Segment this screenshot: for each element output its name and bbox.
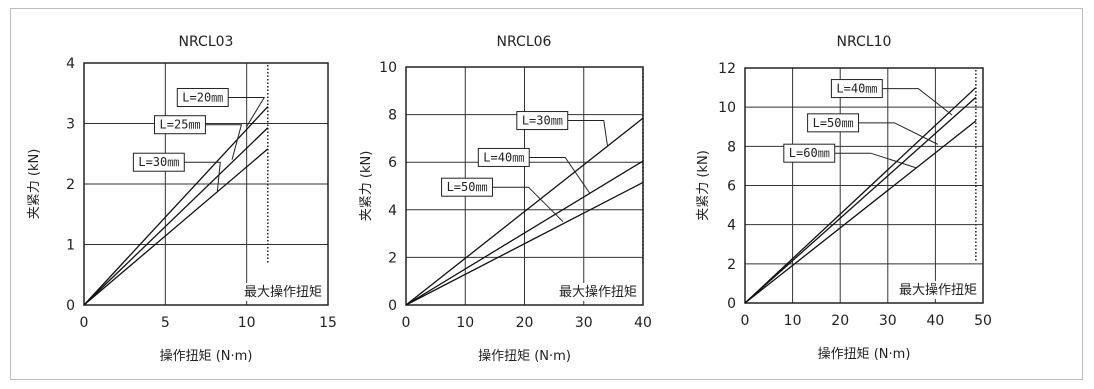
- chart-title: NRCL06: [497, 34, 552, 50]
- chart-title: NRCL03: [179, 34, 234, 50]
- series-leader: [184, 161, 221, 192]
- max-torque-label-bg: [895, 281, 980, 299]
- x-tick-label: 40: [926, 313, 944, 329]
- x-tick-label: 20: [516, 315, 534, 331]
- y-tick-label: 10: [379, 60, 397, 76]
- y-tick-label: 0: [388, 298, 397, 314]
- x-tick-label: 0: [80, 315, 89, 331]
- y-tick-label: 8: [727, 139, 736, 155]
- y-tick-label: 3: [66, 117, 75, 133]
- series-label: L=40㎜: [836, 82, 877, 96]
- x-tick-label: 10: [456, 315, 474, 331]
- series-leader: [858, 122, 939, 145]
- series-label: L=25㎜: [160, 118, 201, 132]
- series-leader: [205, 124, 243, 160]
- series-label: L=50㎜: [813, 116, 854, 130]
- y-tick-label: 6: [727, 179, 736, 195]
- max-torque-label: 最大操作扭矩: [899, 282, 977, 298]
- series-line: [83, 106, 269, 306]
- y-tick-label: 6: [388, 155, 397, 171]
- series-leader: [882, 88, 953, 116]
- x-tick-label: 10: [784, 313, 802, 329]
- series-label: L=60㎜: [789, 146, 830, 160]
- x-axis-label: 操作扭矩 (N·m): [160, 348, 253, 364]
- y-tick-label: 10: [718, 100, 736, 116]
- y-axis-label: 夹紧力 (kN): [696, 150, 711, 221]
- x-axis-label: 操作扭矩 (N·m): [478, 348, 571, 364]
- plot-area: [744, 67, 984, 304]
- chart-1: 最大操作扭矩 L=20㎜ L=25㎜ L=30㎜ 0 5 10 15 0 1 2 3 4 NRCL03 操作…: [27, 34, 337, 364]
- y-axis-label: 夹紧力 (kN): [359, 151, 374, 222]
- x-tick-label: 50: [974, 313, 992, 329]
- series-leader: [834, 152, 917, 169]
- chart-3: 最大操作扭矩 L=40㎜ L=50㎜ L=60㎜ 0 10 20 30 40 50 0 2 4 6 8 10 1…: [696, 34, 992, 362]
- y-tick-label: 12: [718, 61, 736, 77]
- x-axis-label: 操作扭矩 (N·m): [818, 346, 911, 362]
- x-tick-label: 0: [402, 315, 411, 331]
- x-tick-label: 5: [161, 315, 170, 331]
- y-tick-label: 1: [66, 238, 75, 254]
- plot-area: [83, 62, 329, 306]
- max-torque-label-bg: [240, 283, 325, 301]
- x-tick-label: 20: [831, 313, 849, 329]
- y-tick-label: 2: [66, 177, 75, 193]
- x-tick-label: 10: [238, 315, 256, 331]
- y-axis-label: 夹紧力 (kN): [27, 149, 42, 220]
- series-leader: [492, 186, 564, 223]
- series-label: L=20㎜: [182, 90, 223, 104]
- chart-2: 最大操作扭矩 L=30㎜ L=40㎜ L=50㎜ 0 10 20 30 40 0 2 4 6 8 10 NRC…: [359, 34, 652, 364]
- y-tick-label: 4: [727, 218, 736, 234]
- series-line: [744, 120, 977, 304]
- y-tick-label: 2: [388, 250, 397, 266]
- series-line: [744, 87, 977, 304]
- x-tick-label: 15: [319, 315, 337, 331]
- chart-title: NRCL10: [837, 34, 892, 50]
- series-line: [405, 181, 644, 306]
- x-tick-label: 40: [634, 315, 652, 331]
- x-tick-label: 30: [575, 315, 593, 331]
- series-line: [744, 96, 977, 304]
- max-torque-label: 最大操作扭矩: [559, 284, 637, 300]
- y-tick-label: 8: [388, 108, 397, 124]
- y-tick-label: 4: [66, 56, 75, 72]
- max-torque-label: 最大操作扭矩: [244, 284, 322, 300]
- series-leader: [567, 120, 608, 146]
- series-line: [405, 117, 644, 306]
- y-tick-label: 2: [727, 257, 736, 273]
- y-tick-label: 4: [388, 203, 397, 219]
- series-line: [83, 127, 269, 306]
- max-torque-label-bg: [555, 283, 640, 301]
- series-label: L=50㎜: [447, 180, 488, 194]
- y-tick-label: 0: [727, 296, 736, 312]
- x-tick-label: 0: [741, 313, 750, 329]
- series-label: L=40㎜: [483, 150, 524, 164]
- x-tick-label: 30: [879, 313, 897, 329]
- series-leader: [529, 156, 591, 194]
- y-tick-label: 0: [66, 298, 75, 314]
- series-line: [83, 148, 269, 306]
- series-leader: [228, 96, 266, 127]
- series-line: [405, 160, 644, 306]
- series-label: L=30㎜: [522, 114, 563, 128]
- series-label: L=30㎜: [138, 155, 179, 169]
